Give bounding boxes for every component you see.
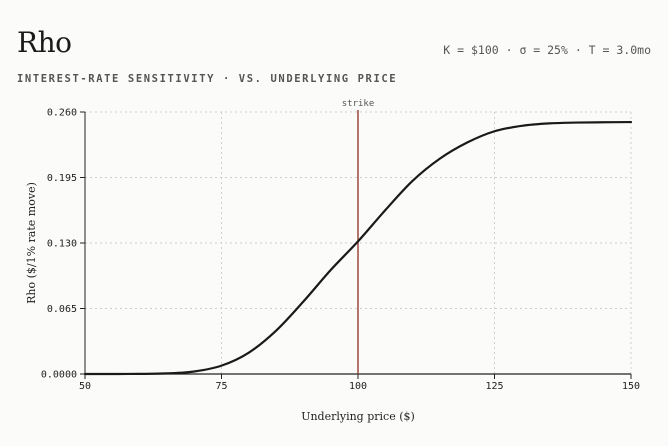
y-tick-label: 0.195 [47, 173, 77, 184]
chart-title: Rho [17, 26, 72, 59]
x-axis-label: Underlying price ($) [301, 410, 415, 423]
y-tick-label: 0.130 [47, 239, 77, 250]
x-tick-label: 100 [349, 381, 367, 392]
y-tick-label: 0.0000 [41, 370, 77, 381]
strike-label: strike [342, 99, 375, 109]
x-tick-label: 75 [215, 381, 227, 392]
strike-annotation: strike [342, 99, 375, 374]
y-axis-label: Rho ($/1% rate move) [25, 182, 38, 304]
y-tick-label: 0.065 [47, 304, 77, 315]
rho-curve [83, 120, 633, 376]
chart-subtitle: INTEREST-RATE SENSITIVITY · VS. UNDERLYI… [17, 73, 398, 85]
parameter-summary: K = $100 · σ = 25% · T = 3.0mo [443, 43, 651, 57]
x-tick-label: 125 [485, 381, 503, 392]
tick-labels: 0.0000 0.065 0.130 0.195 0.260 50 75 100 125 150 [41, 108, 640, 393]
x-tick-label: 150 [622, 381, 640, 392]
x-tick-label: 50 [79, 381, 91, 392]
y-tick-label: 0.260 [47, 108, 77, 119]
series-layer [83, 120, 633, 376]
